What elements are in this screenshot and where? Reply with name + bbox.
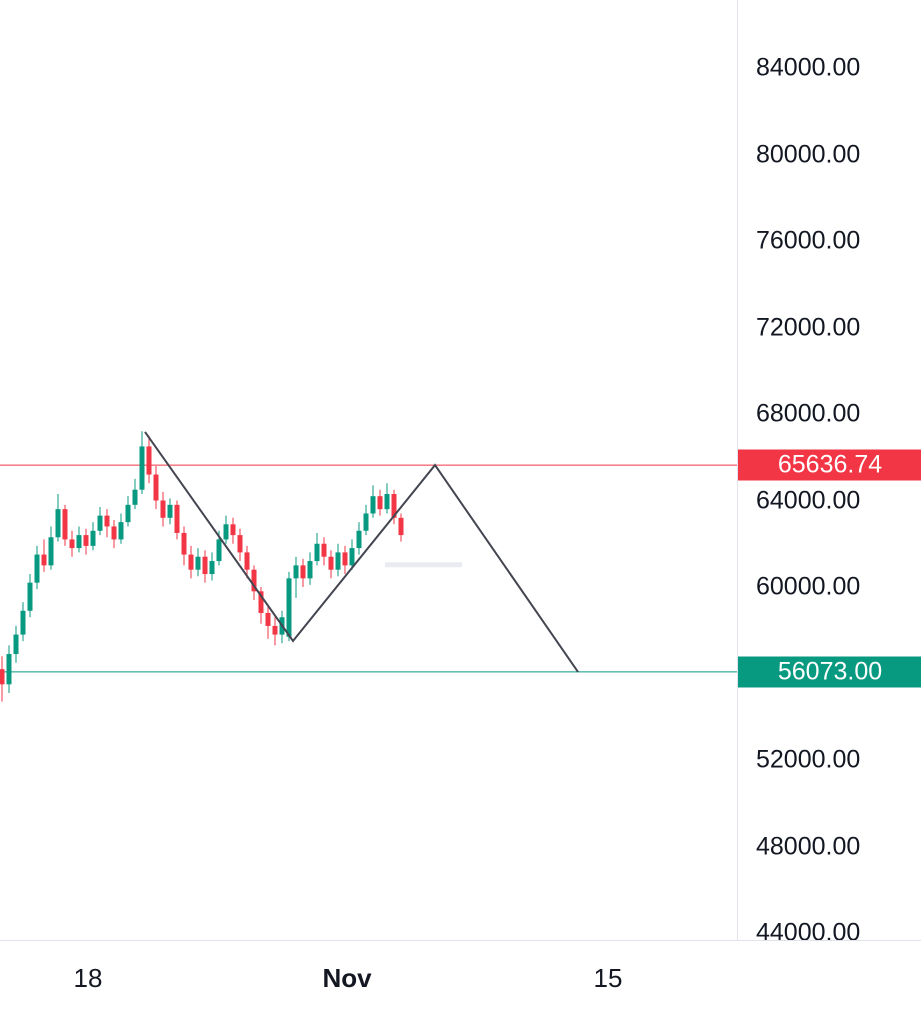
candle-body bbox=[146, 446, 152, 475]
candle-body bbox=[132, 489, 138, 505]
price-axis-label: 52000.00 bbox=[756, 745, 861, 774]
resistance-price-badge: 65636.74 bbox=[738, 449, 921, 481]
candle-body bbox=[265, 612, 271, 626]
candle-body bbox=[167, 504, 173, 518]
candle-body bbox=[258, 591, 264, 613]
candle-body bbox=[202, 556, 208, 575]
zigzag-projection-drawing[interactable] bbox=[144, 431, 579, 673]
candle-body bbox=[41, 554, 47, 566]
price-axis-label: 60000.00 bbox=[756, 572, 861, 601]
chart-pane[interactable] bbox=[0, 0, 737, 940]
candle-body bbox=[237, 535, 243, 553]
candle-body bbox=[300, 565, 306, 579]
candle-body bbox=[20, 610, 26, 635]
price-axis-label: 64000.00 bbox=[756, 486, 861, 514]
candle-body bbox=[97, 515, 103, 531]
candle-body bbox=[104, 515, 110, 527]
candle-body bbox=[230, 524, 236, 536]
time-axis-label: Nov bbox=[322, 963, 372, 993]
candle-body bbox=[223, 524, 229, 540]
candle-body bbox=[27, 582, 33, 611]
price-axis-label: 76000.00 bbox=[756, 226, 861, 255]
candle-body bbox=[328, 556, 334, 570]
candle-body bbox=[307, 561, 313, 579]
price-axis-label: 84000.00 bbox=[756, 53, 861, 82]
candle-body bbox=[335, 552, 341, 570]
candle-body bbox=[62, 509, 68, 540]
price-axis-label: 44000.00 bbox=[756, 918, 861, 940]
candle-body bbox=[370, 496, 376, 514]
candle-body bbox=[13, 634, 19, 655]
candle-body bbox=[272, 625, 278, 635]
candle-body bbox=[174, 504, 180, 533]
time-axis-label: 18 bbox=[73, 963, 103, 993]
candle-body bbox=[6, 654, 12, 685]
candle-body bbox=[342, 552, 348, 566]
candle-body bbox=[139, 446, 145, 490]
candle-body bbox=[209, 561, 215, 575]
candle-body bbox=[76, 535, 82, 549]
candle-body bbox=[216, 539, 222, 562]
candle-body bbox=[125, 504, 131, 523]
price-axis-label: 48000.00 bbox=[756, 832, 861, 860]
candle-body bbox=[314, 543, 320, 562]
price-axis-label: 80000.00 bbox=[756, 140, 861, 168]
candle-body bbox=[363, 513, 369, 531]
candle-body bbox=[153, 474, 159, 501]
candle-body bbox=[349, 548, 355, 566]
candle-body bbox=[83, 535, 89, 546]
candle-body bbox=[195, 556, 201, 570]
candlestick-chart[interactable] bbox=[0, 0, 737, 940]
time-axis[interactable]: 18 Nov 15 bbox=[0, 940, 921, 1018]
candle-body bbox=[160, 500, 166, 518]
candle-body bbox=[391, 494, 397, 518]
price-axis-label: 72000.00 bbox=[756, 313, 861, 341]
time-axis-label: 15 bbox=[593, 963, 623, 993]
price-axis-label: 68000.00 bbox=[756, 399, 861, 428]
candle-body bbox=[321, 543, 327, 557]
candle-body bbox=[377, 496, 383, 510]
candle-body bbox=[34, 554, 40, 583]
candle-body bbox=[293, 565, 299, 579]
support-price-badge: 56073.00 bbox=[738, 656, 921, 688]
candle-body bbox=[111, 526, 117, 540]
candle-body bbox=[48, 537, 54, 566]
candle-body bbox=[188, 554, 194, 570]
candle-body bbox=[90, 530, 96, 546]
candle-body bbox=[55, 509, 61, 538]
candle-body bbox=[69, 539, 75, 549]
candle-body bbox=[356, 530, 362, 549]
candle-body bbox=[286, 578, 292, 637]
candle-body bbox=[181, 532, 187, 555]
candle-body bbox=[0, 669, 5, 685]
candle-body bbox=[118, 522, 124, 540]
candle-body bbox=[398, 517, 404, 536]
candle-body bbox=[384, 494, 390, 510]
price-axis[interactable]: 84000.00 80000.00 76000.00 72000.00 68000.00… bbox=[737, 0, 921, 940]
candle-body bbox=[251, 569, 257, 592]
candle-body bbox=[244, 552, 250, 570]
